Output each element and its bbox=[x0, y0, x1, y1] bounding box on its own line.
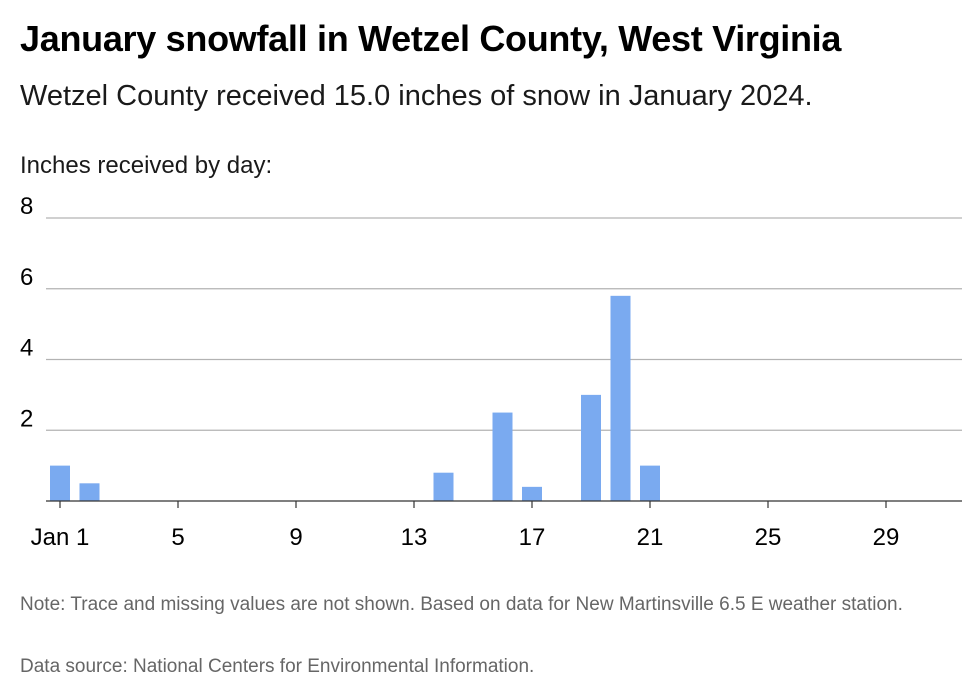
chart-title: January snowfall in Wetzel County, West … bbox=[20, 18, 842, 59]
y-tick-label: 6 bbox=[20, 264, 33, 291]
chart-source: Data source: National Centers for Enviro… bbox=[20, 656, 535, 677]
bar-jan-1 bbox=[50, 465, 70, 501]
chart-note: Note: Trace and missing values are not s… bbox=[20, 594, 903, 615]
bar-jan-20 bbox=[610, 295, 631, 501]
y-tick-label: 4 bbox=[20, 335, 33, 362]
x-tick-label: 21 bbox=[637, 524, 664, 551]
x-tick-label: 13 bbox=[401, 524, 428, 551]
bar-jan-2 bbox=[79, 483, 100, 501]
x-tick-label: 5 bbox=[171, 524, 184, 551]
bar-jan-21 bbox=[640, 465, 660, 501]
bar-jan-17 bbox=[522, 486, 542, 501]
bar-jan-19 bbox=[581, 394, 601, 501]
snowfall-bar-chart: 2 4 6 8 Jan 1 5 9 13 17 21 25 29 bbox=[20, 193, 962, 551]
y-axis-caption: Inches received by day: bbox=[20, 152, 273, 179]
x-tick-label: 25 bbox=[755, 524, 782, 551]
bars bbox=[50, 295, 660, 501]
chart-subtitle: Wetzel County received 15.0 inches of sn… bbox=[20, 80, 813, 112]
bar-jan-16 bbox=[492, 412, 513, 501]
x-tick-label: 9 bbox=[289, 524, 302, 551]
y-tick-label: 2 bbox=[20, 405, 33, 432]
x-tick-label: 29 bbox=[873, 524, 900, 551]
x-tick-label: Jan 1 bbox=[31, 524, 90, 551]
x-tick-label: 17 bbox=[519, 524, 546, 551]
axes: 2 4 6 8 Jan 1 5 9 13 17 21 25 29 bbox=[20, 193, 962, 551]
y-tick-label: 8 bbox=[20, 193, 33, 220]
bar-jan-14 bbox=[433, 472, 454, 501]
gridlines bbox=[46, 217, 962, 431]
